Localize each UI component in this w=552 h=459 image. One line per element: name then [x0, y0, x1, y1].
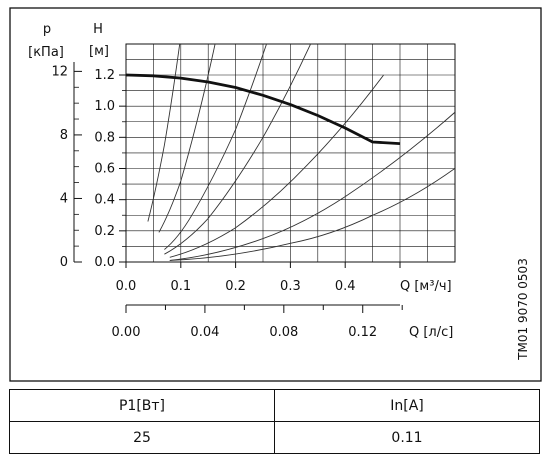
y-tick-label: 0.4: [94, 193, 115, 208]
system-curve-6: [169, 112, 455, 261]
header-cell-current: In[A]: [274, 389, 540, 422]
system-curve-5: [169, 74, 384, 258]
p-tick-label: 8: [60, 128, 68, 143]
x-tick-label: 0.3: [280, 279, 301, 294]
system-curve-7: [169, 168, 455, 261]
y-axis-name: H: [93, 22, 103, 37]
x2-tick-label: 0.12: [348, 325, 377, 340]
table-header-row: P1[Вт] In[A]: [9, 389, 540, 422]
x-tick-label: 0.0: [116, 279, 137, 294]
system-curve-3: [164, 44, 267, 250]
y-tick-label: 0.0: [94, 255, 115, 270]
x2-axis-label: Q [л/с]: [409, 325, 453, 340]
header-cell-power: P1[Вт]: [9, 389, 275, 422]
pump-curve: [125, 73, 401, 145]
p-axis-name: p: [43, 22, 51, 37]
x-axis-label: Q [м³/ч]: [400, 279, 452, 294]
system-curve-4: [164, 44, 312, 255]
y-axis-unit: [м]: [89, 44, 109, 59]
table-row: 25 0.11: [9, 421, 540, 454]
figure-frame: [9, 7, 542, 382]
specs-table: P1[Вт] In[A] 25 0.11: [9, 389, 540, 454]
x2-tick-label: 0.08: [269, 325, 298, 340]
x-tick-label: 0.4: [335, 279, 356, 294]
x-tick-label: 0.1: [170, 279, 191, 294]
y-tick-label: 1.2: [94, 68, 115, 83]
y-tick-label: 0.6: [94, 162, 115, 177]
y-tick-label: 0.2: [94, 224, 115, 239]
drawing-number-label: TM01 9070 0503: [516, 258, 530, 361]
p-tick-label: 4: [60, 191, 68, 206]
x2-tick-label: 0.00: [112, 325, 141, 340]
x2-tick-label: 0.04: [190, 325, 219, 340]
p-axis-unit: [кПа]: [28, 45, 64, 60]
x-tick-label: 0.2: [225, 279, 246, 294]
y-tick-label: 0.8: [94, 130, 115, 145]
y-tick-label: 1.0: [94, 99, 115, 114]
system-curve-2: [158, 44, 216, 233]
p-tick-label: 12: [51, 64, 68, 79]
cell-current-value: 0.11: [274, 421, 540, 454]
p-tick-label: 0: [60, 255, 68, 270]
cell-power-value: 25: [9, 421, 275, 454]
